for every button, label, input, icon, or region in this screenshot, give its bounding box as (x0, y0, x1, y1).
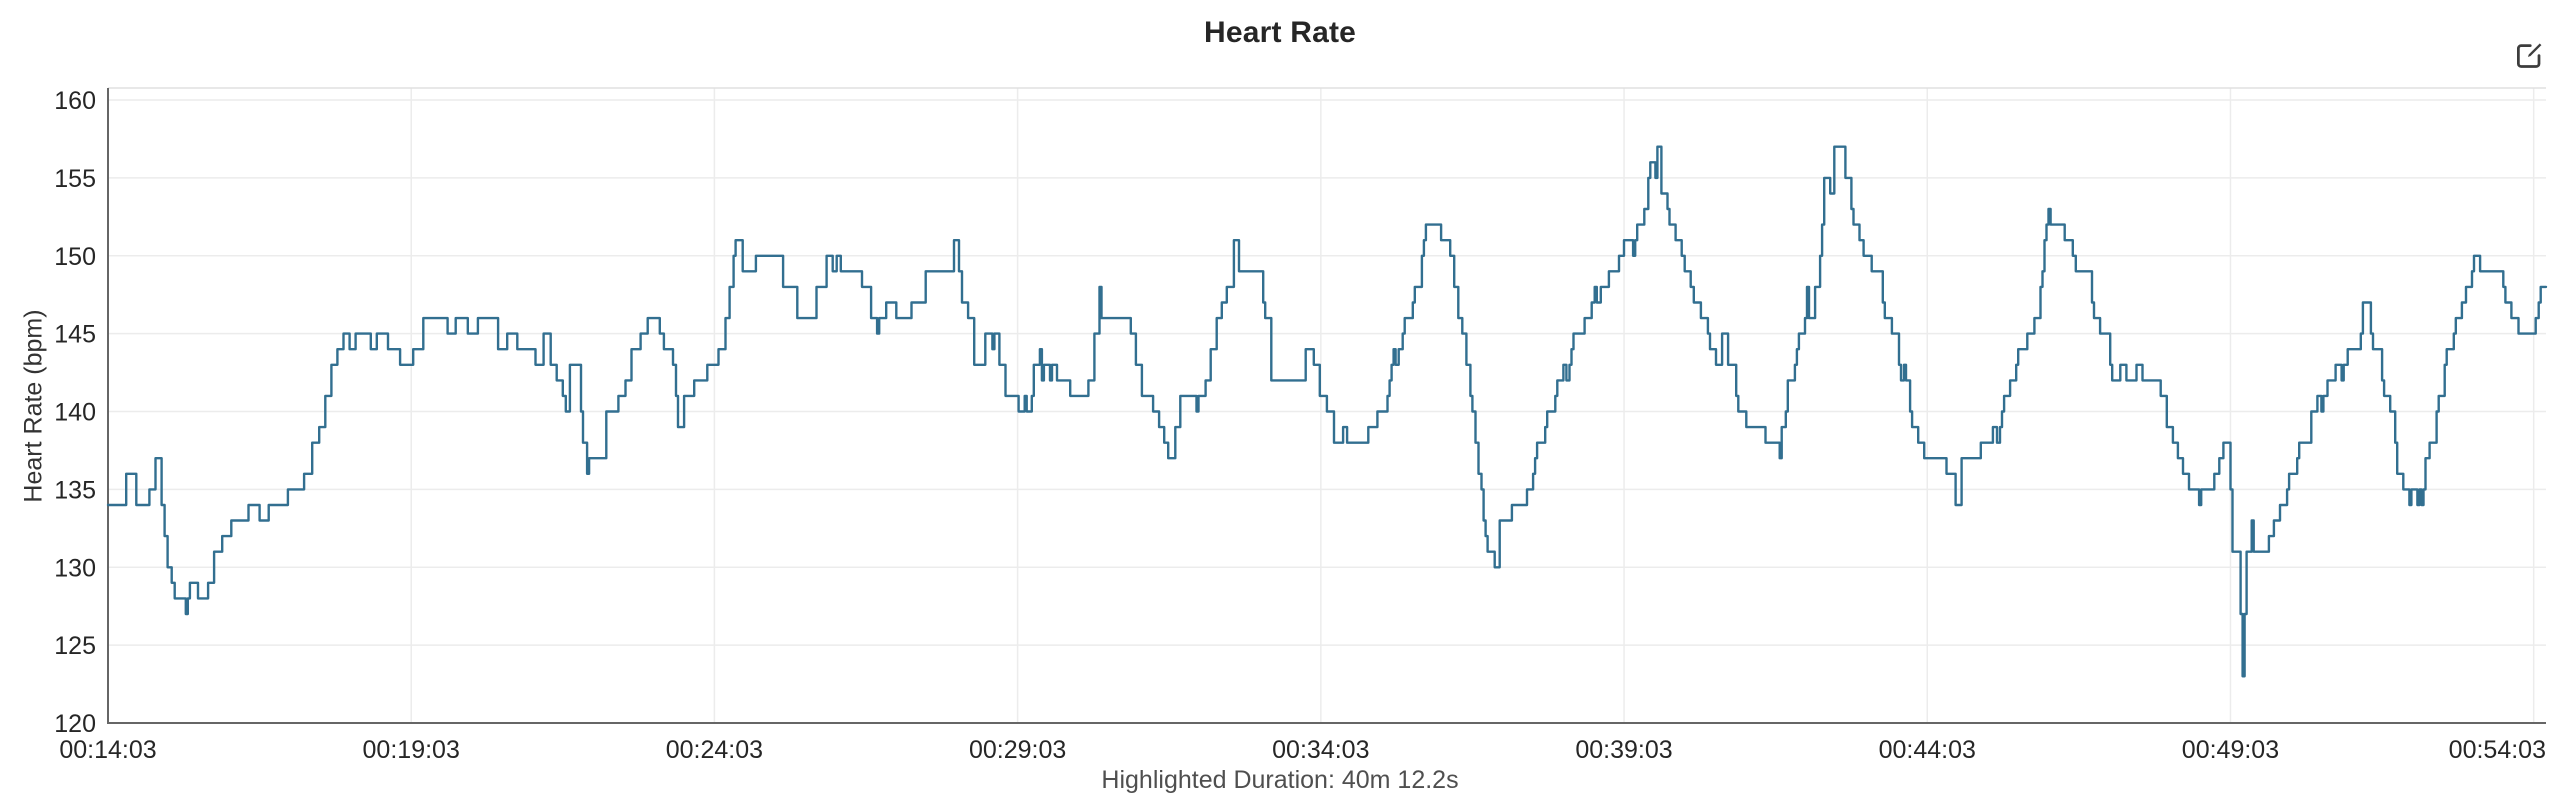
y-tick-label-130: 130 (54, 554, 96, 582)
x-tick-label-3: 00:29:03 (969, 736, 1066, 764)
x-tick-labels: 00:14:03 00:19:03 00:24:03 00:29:03 00:34:03… (59, 736, 2546, 764)
heart-rate-line (106, 145, 2548, 678)
x-tick-label-1: 00:19:03 (363, 736, 460, 764)
y-tick-label-140: 140 (54, 399, 96, 427)
axes (107, 88, 2546, 724)
x-tick-label-4: 00:34:03 (1272, 736, 1369, 764)
y-tick-label-155: 155 (54, 165, 96, 193)
x-tick-label-2: 00:24:03 (666, 736, 763, 764)
y-tick-label-120: 120 (54, 710, 96, 738)
x-tick-label-8: 00:54:03 (2449, 736, 2546, 764)
chart-title: Heart Rate (1203, 16, 1357, 49)
y-tick-label-150: 150 (54, 243, 96, 271)
x-tick-label-7: 00:49:03 (2182, 736, 2279, 764)
y-tick-label-145: 145 (54, 321, 96, 349)
x-tick-label-5: 00:39:03 (1575, 736, 1672, 764)
x-tick-label-6: 00:44:03 (1879, 736, 1976, 764)
y-tick-labels: 120 125 130 135 140 145 150 155 160 (54, 87, 96, 738)
highlighted-duration-caption: Highlighted Duration: 40m 12.2s (1101, 766, 1459, 794)
y-tick-label-135: 135 (54, 476, 96, 504)
edit-chart-button[interactable] (2510, 36, 2548, 74)
y-tick-label-125: 125 (54, 632, 96, 660)
edit-icon (2517, 42, 2543, 68)
x-tick-label-0: 00:14:03 (59, 736, 156, 764)
y-tick-label-160: 160 (54, 87, 96, 115)
